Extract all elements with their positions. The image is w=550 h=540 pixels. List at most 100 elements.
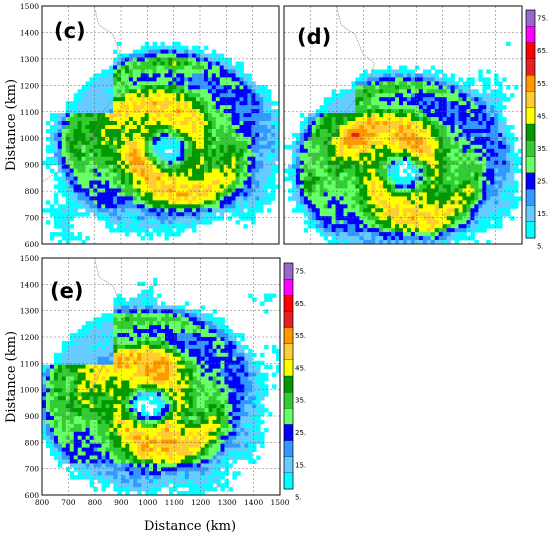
- field-cell: [311, 216, 317, 221]
- field-cell: [363, 152, 368, 158]
- field-cell: [383, 93, 388, 98]
- field-cell: [101, 321, 106, 326]
- field-cell: [81, 172, 86, 177]
- field-cell: [77, 160, 82, 166]
- field-cell: [474, 192, 479, 197]
- field-cell: [271, 192, 276, 197]
- field-cell: [200, 180, 205, 185]
- field-cell: [422, 196, 428, 201]
- field-cell: [327, 125, 332, 130]
- field-cell: [414, 148, 420, 154]
- field-cell: [363, 77, 368, 82]
- field-cell: [101, 125, 106, 130]
- field-cell: [192, 128, 197, 134]
- field-cell: [450, 156, 455, 162]
- field-cell: [391, 216, 396, 221]
- field-cell: [164, 317, 170, 322]
- field-cell: [239, 132, 244, 138]
- field-cell: [196, 152, 201, 158]
- field-cell: [121, 301, 126, 306]
- field-cell: [303, 192, 309, 197]
- field-cell: [239, 196, 244, 201]
- field-cell: [255, 196, 260, 201]
- field-cell: [125, 313, 130, 318]
- field-cell: [311, 204, 317, 209]
- field-cell: [247, 208, 252, 213]
- field-cell: [263, 156, 268, 162]
- field-cell: [323, 121, 329, 126]
- field-cell: [327, 117, 332, 122]
- field-cell: [383, 168, 388, 173]
- field-cell: [383, 125, 388, 130]
- field-cell: [239, 176, 244, 181]
- field-cell: [239, 109, 244, 114]
- field-cell: [132, 121, 138, 126]
- field-cell: [371, 69, 376, 74]
- field-cell: [144, 220, 150, 225]
- field-cell: [303, 212, 309, 217]
- field-cell: [255, 89, 260, 94]
- field-cell: [470, 101, 475, 106]
- field-cell: [133, 344, 138, 350]
- field-cell: [514, 200, 519, 205]
- field-cell: [414, 188, 420, 193]
- field-cell: [117, 301, 122, 306]
- field-cell: [77, 109, 82, 114]
- field-cell: [490, 204, 495, 209]
- field-cell: [375, 77, 380, 82]
- field-cell: [454, 204, 459, 209]
- field-cell: [434, 113, 440, 118]
- field-cell: [235, 184, 240, 189]
- field-cell: [339, 125, 344, 130]
- field-cell: [97, 125, 102, 130]
- field-cell: [247, 128, 252, 134]
- field-cell: [204, 329, 209, 334]
- field-cell: [486, 117, 491, 122]
- field-cell: [61, 232, 67, 237]
- field-cell: [470, 81, 475, 86]
- field-cell: [502, 192, 507, 197]
- field-cell: [132, 212, 138, 217]
- field-cell: [148, 208, 153, 213]
- field-cell: [303, 128, 309, 134]
- field-cell: [200, 344, 206, 350]
- field-cell: [125, 325, 130, 330]
- field-cell: [176, 53, 181, 58]
- field-cell: [188, 125, 193, 130]
- field-cell: [454, 232, 459, 237]
- field-cell: [482, 105, 487, 110]
- field-cell: [180, 340, 186, 346]
- field-cell: [323, 97, 329, 102]
- field-cell: [295, 132, 301, 138]
- field-cell: [271, 152, 276, 158]
- field-cell: [323, 117, 329, 122]
- field-cell: [438, 121, 444, 126]
- field-cell: [180, 192, 185, 197]
- field-cell: [391, 73, 396, 78]
- field-cell: [399, 109, 404, 114]
- field-cell: [125, 340, 130, 346]
- field-cell: [85, 93, 90, 98]
- field-cell: [466, 125, 471, 130]
- field-cell: [375, 168, 380, 173]
- field-cell: [359, 164, 364, 170]
- field-cell: [243, 200, 248, 205]
- field-cell: [184, 337, 190, 342]
- field-cell: [132, 188, 138, 193]
- field-cell: [239, 152, 244, 158]
- field-cell: [200, 65, 205, 70]
- field-cell: [474, 172, 479, 177]
- field-cell: [307, 192, 313, 197]
- field-cell: [343, 200, 348, 205]
- field-cell: [117, 337, 122, 342]
- field-cell: [168, 208, 173, 213]
- field-cell: [231, 125, 236, 130]
- field-cell: [128, 73, 134, 78]
- field-cell: [474, 200, 479, 205]
- field-cell: [375, 216, 380, 221]
- field-cell: [212, 309, 217, 314]
- field-cell: [77, 236, 82, 241]
- field-cell: [406, 172, 412, 177]
- field-cell: [470, 156, 475, 162]
- field-cell: [410, 152, 416, 158]
